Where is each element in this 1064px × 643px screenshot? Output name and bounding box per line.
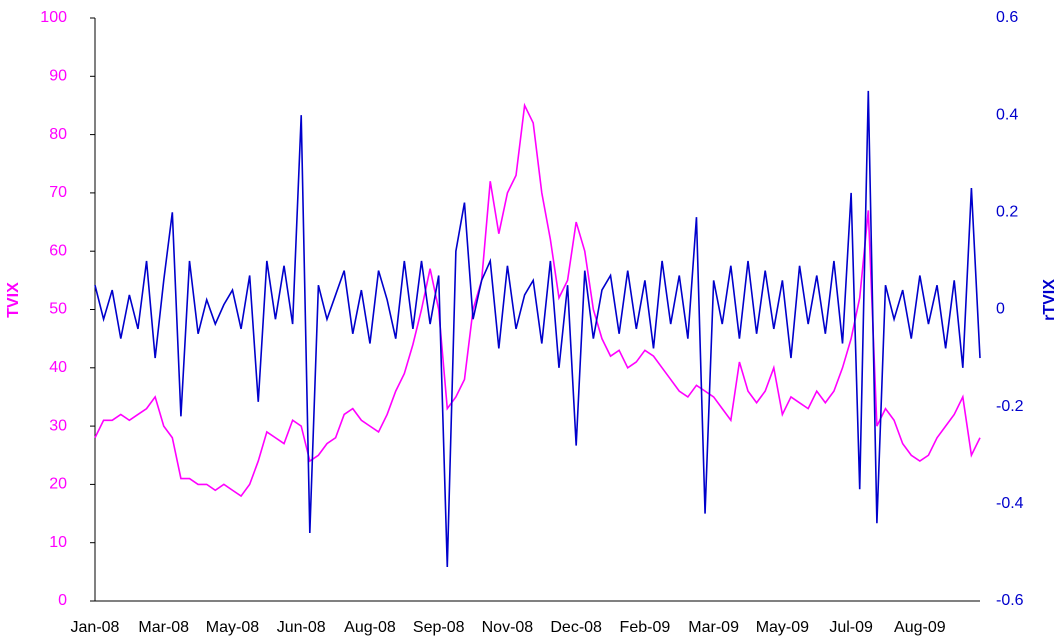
x-tick-label: Jun-08: [277, 619, 326, 636]
x-tick-label: May-08: [206, 619, 259, 636]
x-tick-label: Aug-08: [344, 619, 396, 636]
y-tick-label: 100: [40, 9, 67, 26]
y2-tick-label: -0.2: [996, 398, 1024, 415]
x-tick-label: May-09: [756, 619, 809, 636]
x-tick-label: Feb-09: [620, 619, 671, 636]
y-tick-label: 50: [49, 301, 67, 318]
y2-tick-label: 0: [996, 301, 1005, 318]
y2-tick-label: -0.6: [996, 592, 1024, 609]
y-tick-label: 20: [49, 476, 67, 493]
series-line: [95, 105, 980, 496]
y2-tick-label: 0.6: [996, 9, 1018, 26]
x-tick-label: Jul-09: [829, 619, 873, 636]
y-tick-label: 70: [49, 184, 67, 201]
y-tick-label: 60: [49, 242, 67, 259]
page: {"chart_data":{"type":"line", "y_label":…: [0, 0, 1064, 643]
y-tick-label: 40: [49, 359, 67, 376]
y-tick-label: 90: [49, 68, 67, 85]
x-tick-label: Mar-08: [138, 619, 189, 636]
x-tick-label: Aug-09: [894, 619, 946, 636]
y-tick-label: 30: [49, 417, 67, 434]
y-axis-title: TVIX: [5, 282, 22, 318]
x-tick-label: Dec-08: [550, 619, 602, 636]
x-tick-label: Mar-09: [688, 619, 739, 636]
y-tick-label: 80: [49, 126, 67, 143]
y2-tick-label: 0.2: [996, 204, 1018, 221]
x-tick-label: Nov-08: [482, 619, 534, 636]
y-tick-label: 0: [58, 592, 67, 609]
x-tick-label: Sep-08: [413, 619, 465, 636]
x-tick-label: Jan-08: [71, 619, 120, 636]
y2-tick-label: 0.4: [996, 106, 1018, 123]
y-tick-label: 10: [49, 534, 67, 551]
chart: TVIX rTVIX 0 10 20 30 40 50 60 70 80 90 100 -0.6 -0.…: [0, 0, 1064, 638]
y2-axis-title: rTVIX: [1041, 279, 1058, 321]
y2-tick-label: -0.4: [996, 495, 1024, 512]
